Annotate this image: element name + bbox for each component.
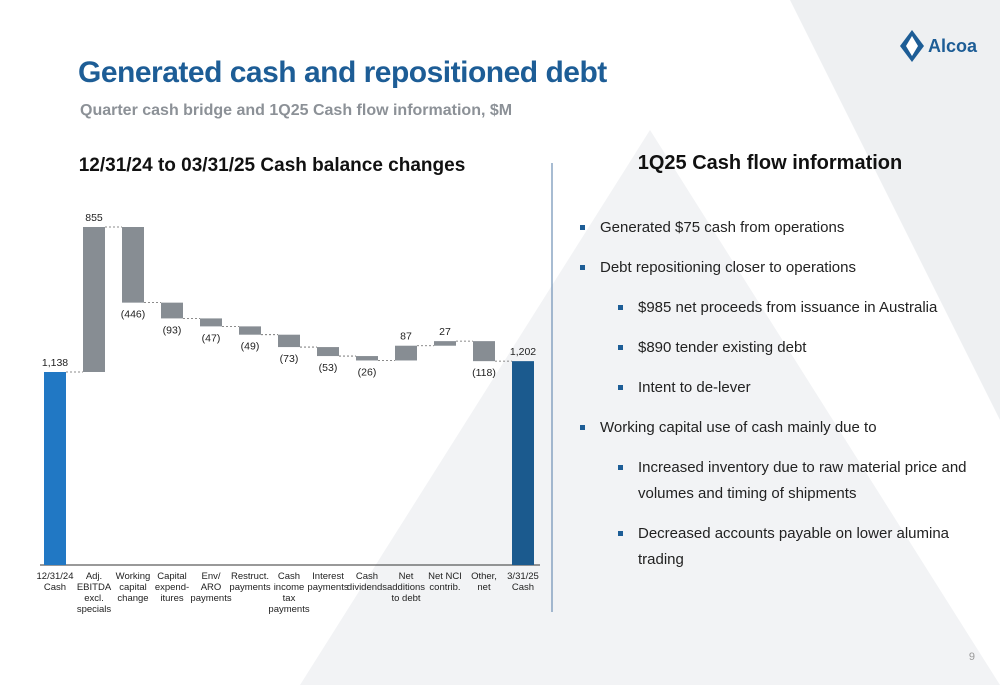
bar bbox=[44, 372, 66, 565]
bullet: Working capital use of cash mainly due t… bbox=[578, 415, 978, 441]
x-tick-label: Env/ARO payments bbox=[190, 571, 231, 604]
bar bbox=[473, 341, 495, 362]
bar bbox=[83, 227, 105, 373]
bullet: Increased inventory due to raw material … bbox=[578, 455, 978, 507]
bg-shape bbox=[300, 130, 1000, 685]
bullet: Debt repositioning closer to operations bbox=[578, 255, 978, 281]
bar bbox=[239, 326, 261, 335]
value-label: 855 bbox=[85, 212, 103, 224]
value-label: (93) bbox=[163, 324, 182, 336]
bullet: Decreased accounts payable on lower alum… bbox=[578, 521, 978, 573]
value-label: 27 bbox=[439, 326, 451, 338]
chart-title: 12/31/24 to 03/31/25 Cash balance change… bbox=[79, 155, 466, 176]
bullet-list: Generated $75 cash from operations Debt r… bbox=[578, 215, 978, 587]
x-tick-label: Interest payments bbox=[307, 571, 348, 593]
bullet: $890 tender existing debt bbox=[578, 335, 978, 361]
x-tick-label: Net NCI contrib. bbox=[428, 571, 462, 593]
subtitle: Quarter cash bridge and 1Q25 Cash flow i… bbox=[80, 102, 513, 119]
x-tick-label: Cash dividends bbox=[347, 571, 387, 593]
x-tick-label: 3/31/25 Cash bbox=[507, 571, 539, 593]
x-tick-label: 12/31/24 Cash bbox=[37, 571, 74, 593]
x-tick-label: Other, net bbox=[471, 571, 497, 593]
bar bbox=[161, 302, 183, 319]
x-tick-label: Adj. EBITDA excl. specials bbox=[77, 571, 112, 615]
logo-icon bbox=[906, 36, 918, 56]
bar bbox=[434, 341, 456, 346]
value-label: (47) bbox=[202, 332, 221, 344]
bar bbox=[317, 347, 339, 357]
x-tick-label: Restruct. payments bbox=[229, 571, 270, 593]
value-label: 1,202 bbox=[510, 346, 536, 358]
bar bbox=[278, 334, 300, 348]
bar bbox=[200, 318, 222, 327]
bar bbox=[122, 227, 144, 303]
x-tick-label: Cash income tax payments bbox=[268, 571, 309, 615]
page-number: 9 bbox=[969, 651, 975, 663]
bar bbox=[512, 361, 534, 565]
bullet: Intent to de-lever bbox=[578, 375, 978, 401]
bg-shape bbox=[790, 0, 1000, 420]
value-label: (446) bbox=[121, 309, 146, 321]
x-tick-label: Net additions to debt bbox=[387, 571, 425, 604]
bar bbox=[356, 356, 378, 361]
title: Generated cash and repositioned debt bbox=[78, 56, 607, 89]
value-label: (26) bbox=[358, 366, 377, 378]
info-title: 1Q25 Cash flow information bbox=[637, 152, 903, 174]
value-label: 1,138 bbox=[42, 357, 68, 369]
value-label: (73) bbox=[280, 353, 299, 365]
bullet: Generated $75 cash from operations bbox=[578, 215, 978, 241]
value-label: (49) bbox=[241, 341, 260, 353]
bar bbox=[395, 345, 417, 361]
value-label: (118) bbox=[472, 367, 496, 379]
logo: Alcoa bbox=[928, 36, 978, 56]
x-tick-label: Working capital change bbox=[116, 571, 151, 604]
value-label: 87 bbox=[400, 331, 412, 343]
value-label: (53) bbox=[319, 362, 338, 374]
x-tick-label: Capital expend-itures bbox=[155, 571, 189, 604]
bullet: $985 net proceeds from issuance in Austr… bbox=[578, 295, 978, 321]
